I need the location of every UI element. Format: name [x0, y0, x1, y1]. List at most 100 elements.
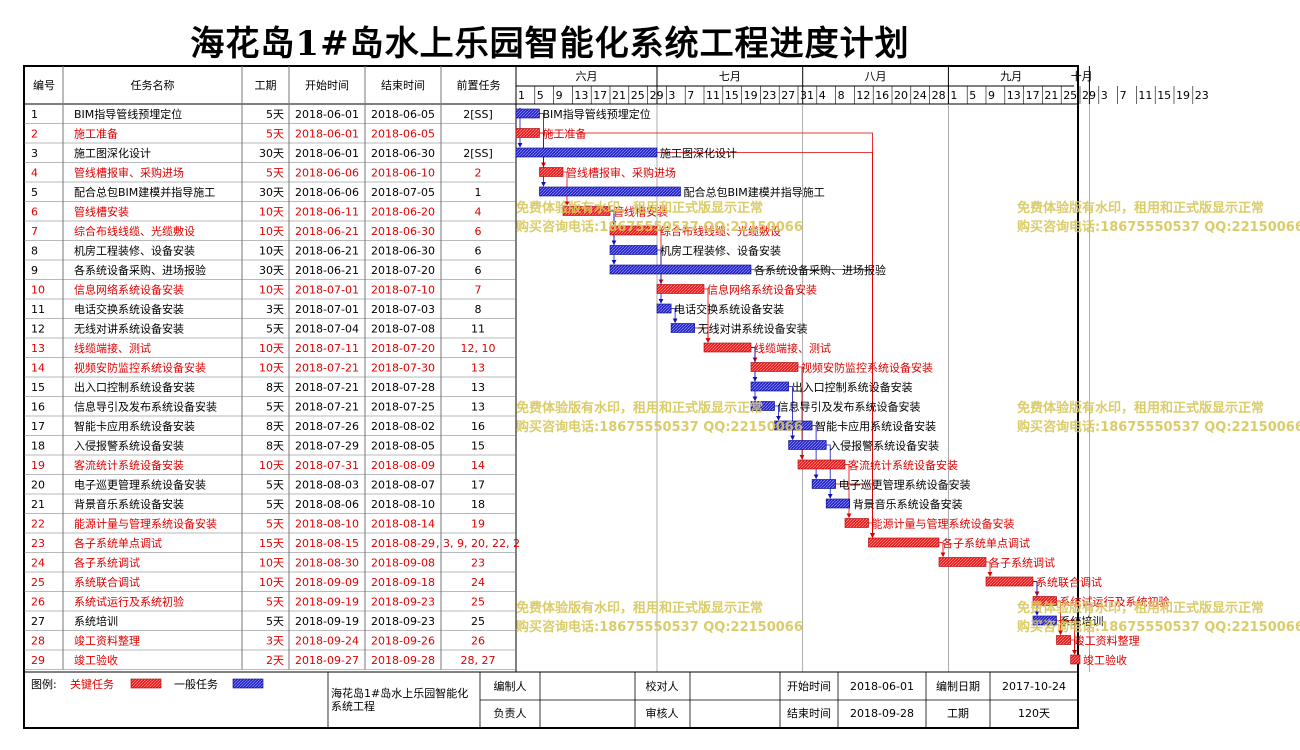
task-end: 2018-07-28: [371, 381, 435, 394]
task-name: 信息网络系统设备安装: [74, 283, 184, 297]
day-label: 17: [1026, 89, 1040, 102]
legend-critical-label: 关键任务: [70, 677, 114, 691]
task-predecessor: 13: [471, 381, 485, 394]
bar-label: 管线槽报审、采购进场: [566, 166, 676, 180]
task-predecessor: 17: [471, 479, 485, 492]
column-header: 编号: [33, 78, 55, 92]
task-start: 2018-07-21: [295, 401, 359, 414]
task-bar: [609, 245, 658, 255]
task-name: 入侵报警系统设备安装: [74, 439, 184, 453]
column-header: 工期: [255, 79, 277, 92]
day-label: 25: [631, 89, 645, 102]
footer-cell: 工期: [947, 707, 969, 720]
task-name: 信息导引及发布系统设备安装: [74, 400, 217, 414]
bar-label: 施工图深化设计: [660, 146, 737, 160]
task-predecessor: 6: [475, 264, 482, 277]
task-predecessor: 8: [475, 303, 482, 316]
task-bar: [609, 264, 752, 275]
task-bar: [539, 167, 564, 177]
day-label: 11: [1138, 89, 1152, 102]
task-bar: [774, 420, 813, 431]
task-duration: 8天: [266, 440, 284, 453]
bar-label: 配合总包BIM建模并指导施工: [684, 185, 825, 199]
task-predecessor: 6: [475, 225, 482, 238]
bar-label: 入侵报警系统设备安装: [829, 439, 939, 453]
day-label: 5: [969, 89, 976, 102]
bar-label: 出入口控制系统设备安装: [792, 380, 913, 394]
month-label: 九月: [1000, 70, 1022, 83]
task-bar: [515, 108, 540, 119]
task-start: 2018-08-10: [295, 518, 359, 531]
task-duration: 5天: [266, 596, 284, 609]
bar-label: 各子系统调试: [989, 556, 1055, 570]
task-name: 各子系统单点调试: [74, 536, 162, 550]
watermark-line1: 免费体验版有水印，租用和正式版显示正常: [1017, 200, 1264, 216]
dependency-link: [939, 542, 946, 558]
bar-label: 竣工资料整理: [1074, 634, 1140, 648]
day-label: 17: [593, 89, 607, 102]
task-end: 2018-08-02: [371, 420, 435, 433]
footer-cell: 120天: [1018, 707, 1050, 720]
month-label: 十月: [1071, 69, 1093, 83]
day-label: 19: [744, 89, 758, 102]
task-end: 2018-08-09: [371, 459, 435, 472]
task-start: 2018-06-21: [295, 264, 359, 277]
task-name: 管线槽报审、采购进场: [74, 166, 184, 180]
task-bar: [750, 362, 799, 372]
day-label: 25: [1063, 89, 1077, 102]
task-bar: [797, 459, 846, 470]
task-name: 出入口控制系统设备安装: [74, 380, 195, 394]
bar-label: 背景音乐系统设备安装: [853, 497, 963, 511]
bar-label: 管线槽安装: [613, 205, 668, 219]
task-end: 2018-09-23: [371, 596, 435, 609]
task-id: 17: [31, 420, 45, 433]
task-start: 2018-07-26: [295, 420, 359, 433]
task-start: 2018-08-15: [295, 537, 359, 550]
bar-label: 客流统计系统设备安装: [848, 458, 958, 472]
task-predecessor: 25: [471, 615, 485, 628]
task-id: 23: [31, 537, 45, 550]
bar-label: 无线对讲系统设备安装: [698, 322, 808, 336]
task-name: 电子巡更管理系统设备安装: [74, 478, 206, 492]
dependency-link: [704, 288, 711, 343]
task-name: BIM指导管线预埋定位: [74, 107, 182, 121]
task-predecessor: 16: [471, 420, 485, 433]
chart-frame: [23, 65, 1079, 729]
day-label: 3: [1101, 89, 1108, 102]
task-id: 20: [31, 479, 45, 492]
task-end: 2018-06-30: [371, 245, 435, 258]
day-label: 8: [838, 89, 845, 102]
task-predecessor: 13: [471, 401, 485, 414]
month-label: 八月: [865, 70, 887, 83]
task-bar: [656, 303, 672, 314]
task-end: 2018-07-25: [371, 401, 435, 414]
task-end: 2018-07-03: [371, 303, 435, 316]
watermark-line2: 购买咨询电话:18675550537 QQ:22150066: [1017, 219, 1300, 235]
task-duration: 5天: [266, 128, 284, 141]
watermark-line1: 免费体验版有水印，租用和正式版显示正常: [516, 400, 763, 416]
watermark-line2: 购买咨询电话:18675550537 QQ:22150066: [516, 419, 803, 435]
bar-label: 各子系统单点调试: [942, 536, 1030, 550]
task-start: 2018-07-01: [295, 303, 359, 316]
task-duration: 8天: [266, 381, 284, 394]
task-end: 2018-07-10: [371, 284, 435, 297]
task-bar: [811, 479, 836, 489]
bar-label: BIM指导管线预埋定位: [543, 107, 651, 121]
task-name: 客流统计系统设备安装: [74, 458, 184, 472]
task-predecessor: 11: [471, 323, 485, 336]
task-id: 21: [31, 498, 45, 511]
day-label: 9: [988, 89, 995, 102]
bar-label: 信息网络系统设备安装: [707, 283, 817, 297]
task-start: 2018-06-01: [295, 147, 359, 160]
day-label: 9: [556, 89, 563, 102]
footer-cell: 编制日期: [936, 679, 980, 693]
task-end: 2018-08-10: [371, 498, 435, 511]
task-predecessor: 4: [475, 206, 482, 219]
task-duration: 10天: [259, 362, 284, 375]
task-bar: [825, 498, 851, 509]
task-start: 2018-08-30: [295, 557, 359, 570]
day-label: 1: [950, 89, 957, 102]
task-name: 无线对讲系统设备安装: [74, 322, 184, 336]
task-duration: 5天: [266, 479, 284, 492]
legend-label: 图例:: [31, 677, 57, 691]
